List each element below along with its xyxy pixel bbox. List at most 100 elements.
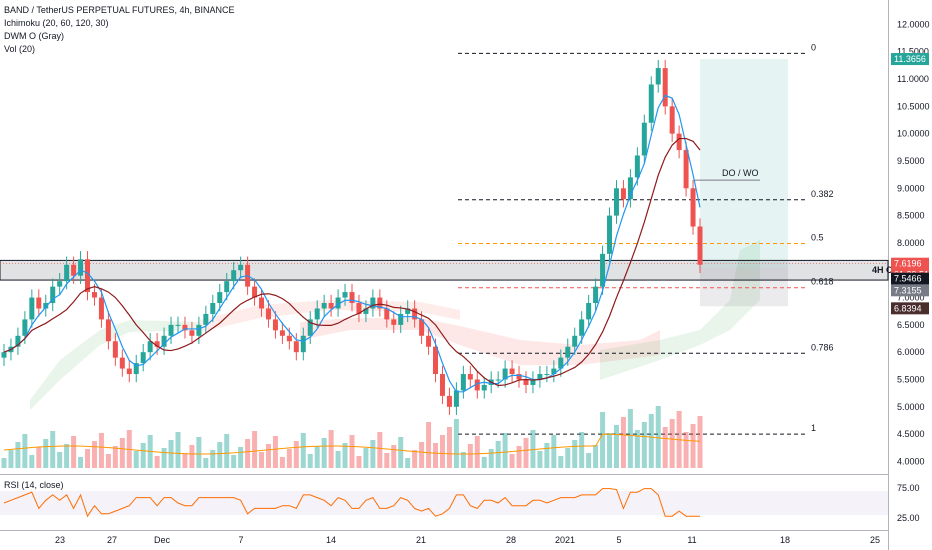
volume-bar (154, 456, 160, 468)
price-tag-bg (891, 53, 929, 66)
price-axis-tick-2: 11.0000 (897, 74, 929, 84)
price-axis-tick-4: 10.0000 (897, 129, 930, 139)
volume-bar (328, 430, 334, 468)
time-axis-tick-1: 27 (107, 535, 117, 545)
candle-body (105, 319, 111, 342)
candles (1, 59, 703, 416)
legend-ichimoku[interactable]: Ichimoku (20, 60, 120, 30) (4, 18, 109, 28)
volume-bar (64, 444, 70, 468)
candle-body (460, 374, 466, 391)
candle-body (523, 379, 529, 385)
price-axis-tick-11: 6.5000 (897, 320, 925, 330)
price-tag-text: 11.3656 (894, 54, 926, 64)
candle-body (36, 297, 42, 309)
candle-body (22, 319, 28, 336)
long-position-stop-zone (700, 267, 788, 307)
volume-bar (426, 422, 432, 468)
candle-body (286, 335, 292, 342)
price-axis-tick-10: 7.0000 (897, 293, 925, 303)
volume-bar (537, 451, 543, 468)
price-axis-tick-8: 8.0000 (897, 238, 925, 248)
candle-body (189, 330, 195, 336)
volume-bar (314, 446, 320, 468)
volume-bar (433, 443, 439, 468)
volume-bar (488, 449, 494, 468)
candle-body (579, 319, 585, 336)
volume-bar (29, 455, 35, 468)
volume-bar (98, 433, 104, 468)
fib-label-3: 0.618 (811, 277, 834, 287)
volume-bar (238, 447, 244, 468)
candle-body (446, 395, 452, 407)
candle-body (586, 303, 592, 320)
candle-body (238, 264, 244, 271)
dwm-label: DO / WO (722, 168, 759, 178)
price-tag-3: 7.5466 (891, 272, 929, 285)
volume-bar (112, 446, 118, 468)
time-axis-tick-5: 21 (416, 535, 426, 545)
legend-volume[interactable]: Vol (20) (4, 44, 36, 54)
volume-bar (43, 439, 49, 468)
price-tag-1: 7.6196 (891, 257, 929, 270)
volume-ma-line (3, 433, 701, 455)
candle-body (147, 341, 153, 353)
volume-bar (1, 458, 7, 468)
candle-body (537, 374, 543, 380)
price-axis-tick-5: 9.5000 (897, 156, 925, 166)
legend-rsi[interactable]: RSI (14, close) (4, 480, 64, 490)
candle-body (307, 319, 313, 336)
volume-bar (259, 452, 265, 468)
candle-body (384, 308, 390, 320)
volume-bar (690, 424, 696, 468)
volume-bar (252, 431, 258, 468)
candle-body (168, 324, 174, 336)
candle-body (78, 259, 84, 276)
rsi-axis-tick-1: 25.00 (897, 513, 920, 523)
time-axis-tick-7: 2021 (555, 535, 575, 545)
legend-dwm[interactable]: DWM O (Gray) (4, 31, 64, 41)
candle-body (50, 286, 56, 304)
candle-body (363, 308, 369, 314)
candle-body (231, 270, 237, 282)
volume-bar (22, 434, 28, 468)
volume-bar (286, 449, 292, 468)
candle-body (85, 259, 91, 293)
volume-bar (412, 450, 418, 468)
volume-bar (551, 435, 557, 468)
candle-body (356, 303, 362, 314)
candle-body (29, 297, 35, 320)
candle-body (481, 384, 487, 391)
volume-bar (161, 448, 167, 468)
volume-bar (474, 436, 480, 468)
candle-body (474, 379, 480, 391)
volume-bar (509, 454, 515, 468)
price-tag-5: 6.8394 (891, 302, 929, 315)
chart-title: BAND / TetherUS PERPETUAL FUTURES, 4h, B… (4, 5, 235, 15)
candle-body (335, 297, 341, 309)
volume-bar (627, 409, 633, 468)
volume-bar (231, 455, 237, 468)
price-axis-tick-15: 4.5000 (897, 429, 925, 439)
candle-body (328, 303, 334, 309)
candle-body (342, 292, 348, 298)
candle-body (314, 308, 320, 320)
volume-bar (300, 433, 306, 468)
volume-bar (189, 445, 195, 468)
volume-bar (245, 439, 251, 468)
candle-body (252, 286, 258, 298)
candle-body (634, 155, 640, 178)
time-axis-tick-4: 14 (326, 535, 336, 545)
candle-body (655, 68, 661, 85)
volume-bar (217, 442, 223, 468)
price-tag-bg (891, 272, 929, 285)
candle-body (349, 292, 355, 304)
volume-bar (495, 441, 501, 468)
candle-body (43, 303, 49, 309)
candle-body (516, 374, 522, 380)
volume-bar (377, 432, 383, 468)
time-axis-tick-0: 23 (55, 535, 65, 545)
candle-body (217, 292, 223, 304)
kijun-line (3, 137, 701, 387)
volume-bar (481, 457, 487, 468)
